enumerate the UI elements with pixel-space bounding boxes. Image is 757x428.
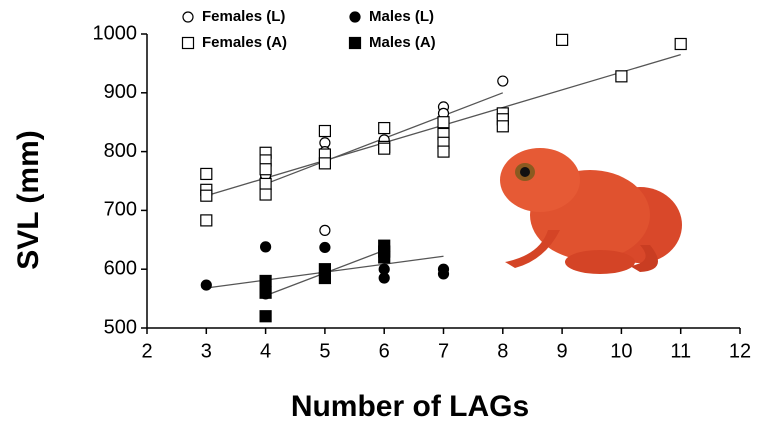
data-point [201, 215, 212, 226]
y-tick-label: 900 [104, 81, 137, 103]
data-point [438, 117, 449, 128]
data-point [379, 123, 390, 134]
legend-marker [350, 12, 360, 22]
x-tick-label: 7 [438, 340, 449, 362]
data-point [438, 146, 449, 157]
data-point [379, 252, 390, 263]
x-tick-label: 3 [201, 340, 212, 362]
frog-illustration [500, 148, 682, 274]
data-point [319, 158, 330, 169]
legend-marker [183, 12, 193, 22]
data-point [260, 164, 271, 175]
data-point [201, 190, 212, 201]
data-point [201, 168, 212, 179]
x-axis-title: Number of LAGs [291, 390, 529, 423]
x-tick-label: 11 [670, 340, 691, 362]
data-point [261, 242, 271, 252]
y-tick-label: 1000 [93, 22, 138, 44]
data-point [557, 34, 568, 45]
x-tick-label: 6 [379, 340, 390, 362]
y-tick-label: 500 [104, 316, 137, 338]
x-tick-label: 10 [610, 340, 632, 362]
y-tick-label: 800 [104, 140, 137, 162]
data-point [379, 273, 389, 283]
legend-marker [183, 38, 194, 49]
x-tick-label: 4 [260, 340, 271, 362]
y-axis-title: SVL (mm) [12, 130, 45, 269]
x-tick-label: 2 [141, 340, 152, 362]
data-point [260, 275, 271, 286]
data-point [439, 269, 449, 279]
y-tick-label: 600 [104, 257, 137, 279]
x-tick-label: 5 [319, 340, 330, 362]
data-point [201, 280, 211, 290]
data-point [320, 225, 330, 235]
data-point [319, 126, 330, 137]
legend-label: Females (L) [202, 8, 285, 25]
legend-label: Males (A) [369, 34, 436, 51]
legend-label: Males (L) [369, 8, 434, 25]
legend-label: Females (A) [202, 34, 287, 51]
data-point [379, 143, 390, 154]
data-point [497, 121, 508, 132]
y-tick-label: 700 [104, 199, 137, 221]
data-point [260, 311, 271, 322]
chart: 500 600 700 800 900 1000 2 3 4 5 6 7 8 9 10 11 12 Number … [0, 0, 757, 428]
x-tick-label: 8 [497, 340, 508, 362]
data-point [498, 76, 508, 86]
x-tick-label: 12 [729, 340, 751, 362]
data-point [260, 287, 271, 298]
data-point [319, 273, 330, 284]
data-point [320, 242, 330, 252]
data-point [616, 71, 627, 82]
legend-marker [350, 38, 361, 49]
data-point [260, 178, 271, 189]
data-point [675, 38, 686, 49]
data-point [260, 189, 271, 200]
x-tick-label: 9 [557, 340, 568, 362]
